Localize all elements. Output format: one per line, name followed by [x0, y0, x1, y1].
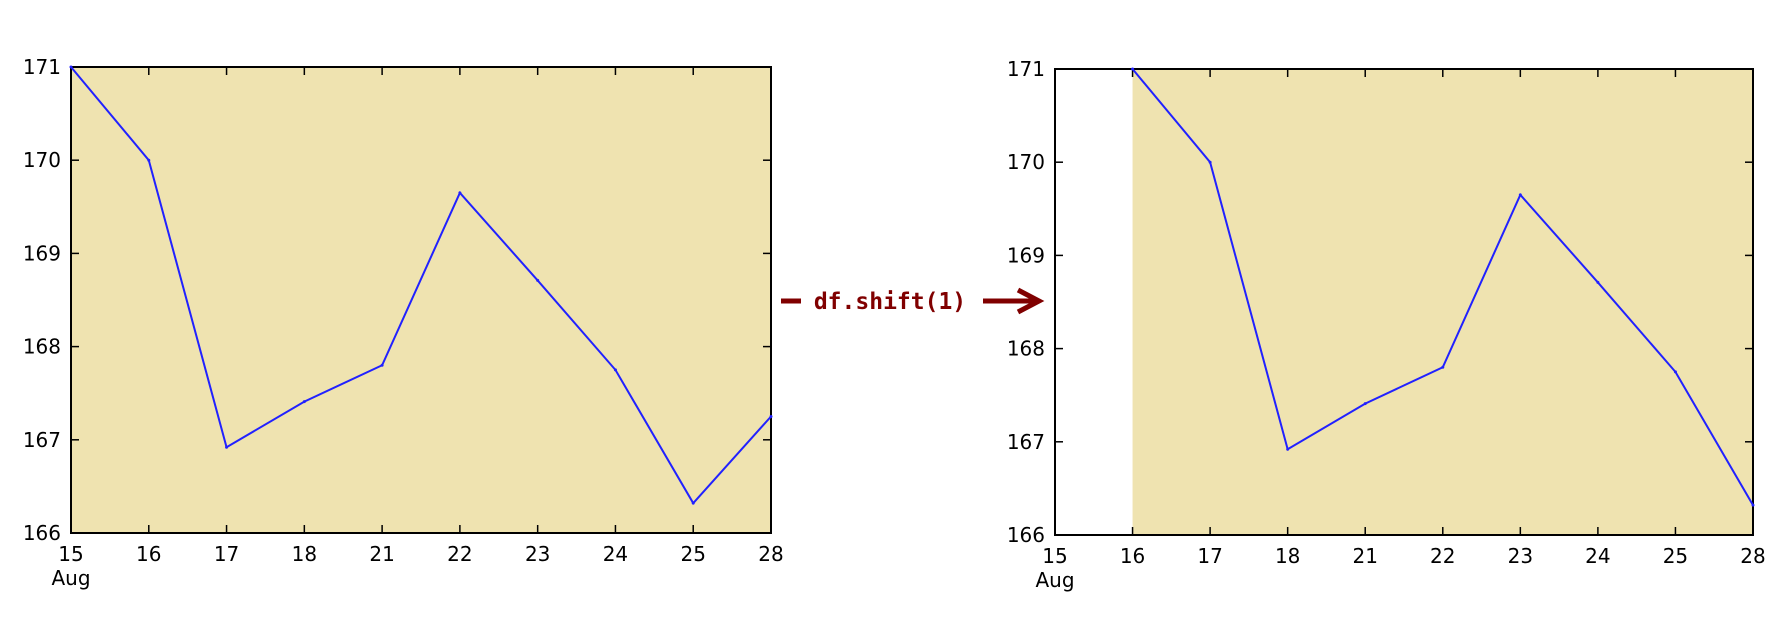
x-tick-label: 23: [1508, 544, 1533, 568]
y-tick-label: 167: [23, 428, 61, 452]
data-point: [1596, 280, 1600, 284]
data-point: [458, 191, 462, 195]
data-point: [302, 400, 306, 404]
axes-frame: [1054, 68, 1754, 536]
x-tick-label: 24: [1585, 544, 1610, 568]
x-tick-label: 22: [1430, 544, 1455, 568]
x-tick-label: 25: [680, 542, 705, 566]
y-tick-label: 166: [1007, 523, 1045, 547]
series-line: [70, 66, 772, 505]
x-tick-label: 15: [58, 542, 83, 566]
x-tick-label: 21: [369, 542, 394, 566]
data-point: [1441, 365, 1445, 369]
shifted-series-chart: 166 167 168 169 170 171 15 16 17 18 21 22 23 24 25 28 Au…: [1007, 57, 1766, 592]
y-tick-label: 170: [1007, 150, 1045, 174]
x-tick-label: 28: [758, 542, 783, 566]
axes-frame: [70, 66, 772, 534]
y-tick-label: 168: [23, 335, 61, 359]
data-point: [1208, 160, 1212, 164]
arrow-head: [1016, 287, 1045, 315]
data-point: [69, 65, 73, 69]
x-tick-label: 17: [1197, 544, 1222, 568]
x-tick-label: 16: [136, 542, 161, 566]
x-tick-label: 16: [1120, 544, 1145, 568]
x-tick-label: 28: [1740, 544, 1765, 568]
y-tick-label: 169: [23, 241, 61, 265]
x-tick-label: 21: [1352, 544, 1377, 568]
data-point: [380, 363, 384, 367]
x-tick-label: 18: [1275, 544, 1300, 568]
arrow-label: df.shift(1): [814, 289, 966, 315]
data-point: [613, 368, 617, 372]
shift-arrow: df.shift(1): [781, 287, 1045, 315]
x-tick-label: 25: [1663, 544, 1688, 568]
y-tick-label: 166: [23, 521, 61, 545]
y-tick-label: 171: [1007, 57, 1045, 81]
x-tick-label: 24: [603, 542, 628, 566]
x-tick-label: 18: [292, 542, 317, 566]
data-point: [1363, 402, 1367, 406]
y-tick-label: 171: [23, 55, 61, 79]
y-tick-label: 170: [23, 148, 61, 172]
data-point: [147, 158, 151, 162]
data-point: [769, 415, 773, 418]
data-point: [1286, 447, 1290, 451]
y-tick-label: 169: [1007, 243, 1045, 267]
data-point: [1518, 193, 1522, 197]
y-tick-label: 168: [1007, 337, 1045, 361]
data-point: [1673, 370, 1677, 374]
data-point: [1131, 67, 1135, 71]
x-tick-label: 15: [1042, 544, 1067, 568]
x-month-label: Aug: [51, 566, 90, 590]
x-month-label: Aug: [1035, 568, 1074, 592]
x-tick-label: 22: [447, 542, 472, 566]
data-point: [1751, 503, 1755, 507]
x-tick-label: 23: [525, 542, 550, 566]
y-tick-label: 167: [1007, 430, 1045, 454]
plot-area: [1132, 69, 1753, 535]
data-point: [225, 445, 229, 449]
plot-area: [71, 67, 771, 533]
x-tick-label: 17: [214, 542, 239, 566]
data-point: [536, 278, 540, 282]
original-series-chart: 166 167 168 169 170 171 15 16 17 18 21 22 23 24 25 28 Au…: [23, 55, 784, 590]
data-point: [691, 501, 695, 505]
